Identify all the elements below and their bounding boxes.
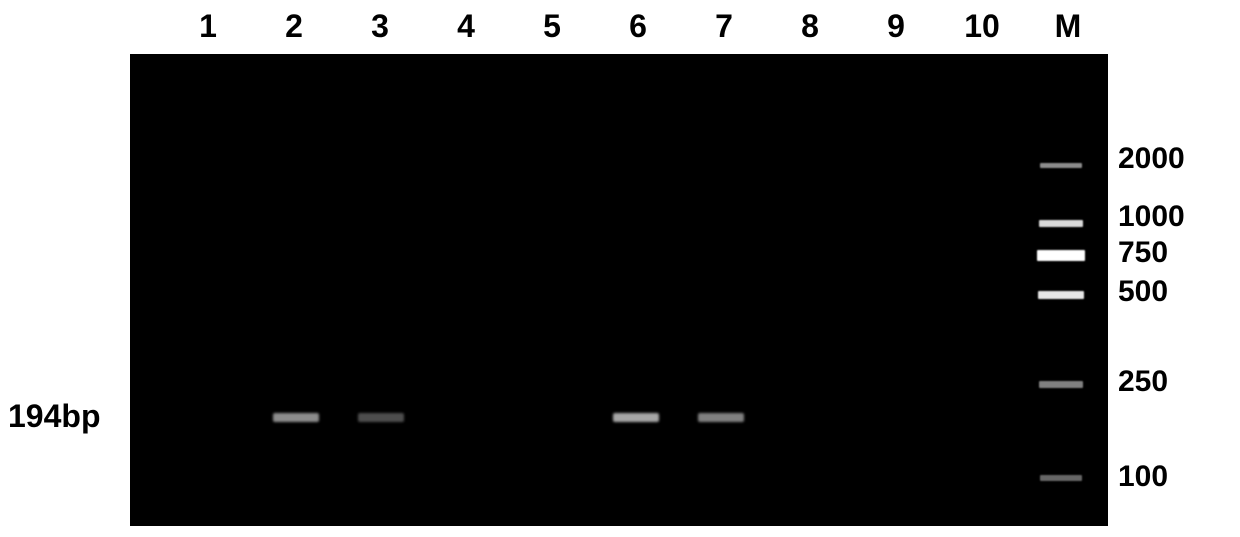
- lane-header-marker: M: [1033, 8, 1103, 45]
- ladder-band-2000: [1040, 163, 1082, 168]
- ladder-band-100: [1040, 475, 1082, 481]
- lane-header: 5: [517, 8, 587, 45]
- lane-header: 3: [345, 8, 415, 45]
- lane-header: 8: [775, 8, 845, 45]
- sample-band-lane-7: [698, 413, 744, 422]
- ladder-band-250: [1039, 381, 1083, 388]
- sample-band-lane-2: [273, 413, 319, 422]
- gel-figure: 1 2 3 4 5 6 7 8 9 10 M 194bp 2000 1000 7…: [0, 0, 1240, 537]
- ladder-label-1000: 1000: [1118, 200, 1185, 234]
- ladder-size-labels: 2000 1000 750 500 250 100: [1118, 0, 1228, 537]
- lane-header: 7: [689, 8, 759, 45]
- lane-header: 10: [947, 8, 1017, 45]
- ladder-label-500: 500: [1118, 275, 1168, 309]
- lane-header: 9: [861, 8, 931, 45]
- ladder-label-2000: 2000: [1118, 142, 1185, 176]
- lane-header: 2: [259, 8, 329, 45]
- ladder-label-250: 250: [1118, 365, 1168, 399]
- sample-band-lane-3: [358, 413, 404, 422]
- ladder-label-100: 100: [1118, 460, 1168, 494]
- sample-band-size-label: 194bp: [8, 398, 100, 435]
- ladder-band-1000: [1039, 220, 1083, 227]
- gel-image: [130, 54, 1108, 526]
- lane-header: 6: [603, 8, 673, 45]
- ladder-band-750: [1037, 250, 1085, 261]
- ladder-band-500: [1038, 291, 1084, 299]
- sample-band-lane-6: [613, 413, 659, 422]
- lane-header: 1: [173, 8, 243, 45]
- lane-headers-row: 1 2 3 4 5 6 7 8 9 10 M: [173, 8, 1103, 45]
- ladder-label-750: 750: [1118, 236, 1168, 270]
- lane-header: 4: [431, 8, 501, 45]
